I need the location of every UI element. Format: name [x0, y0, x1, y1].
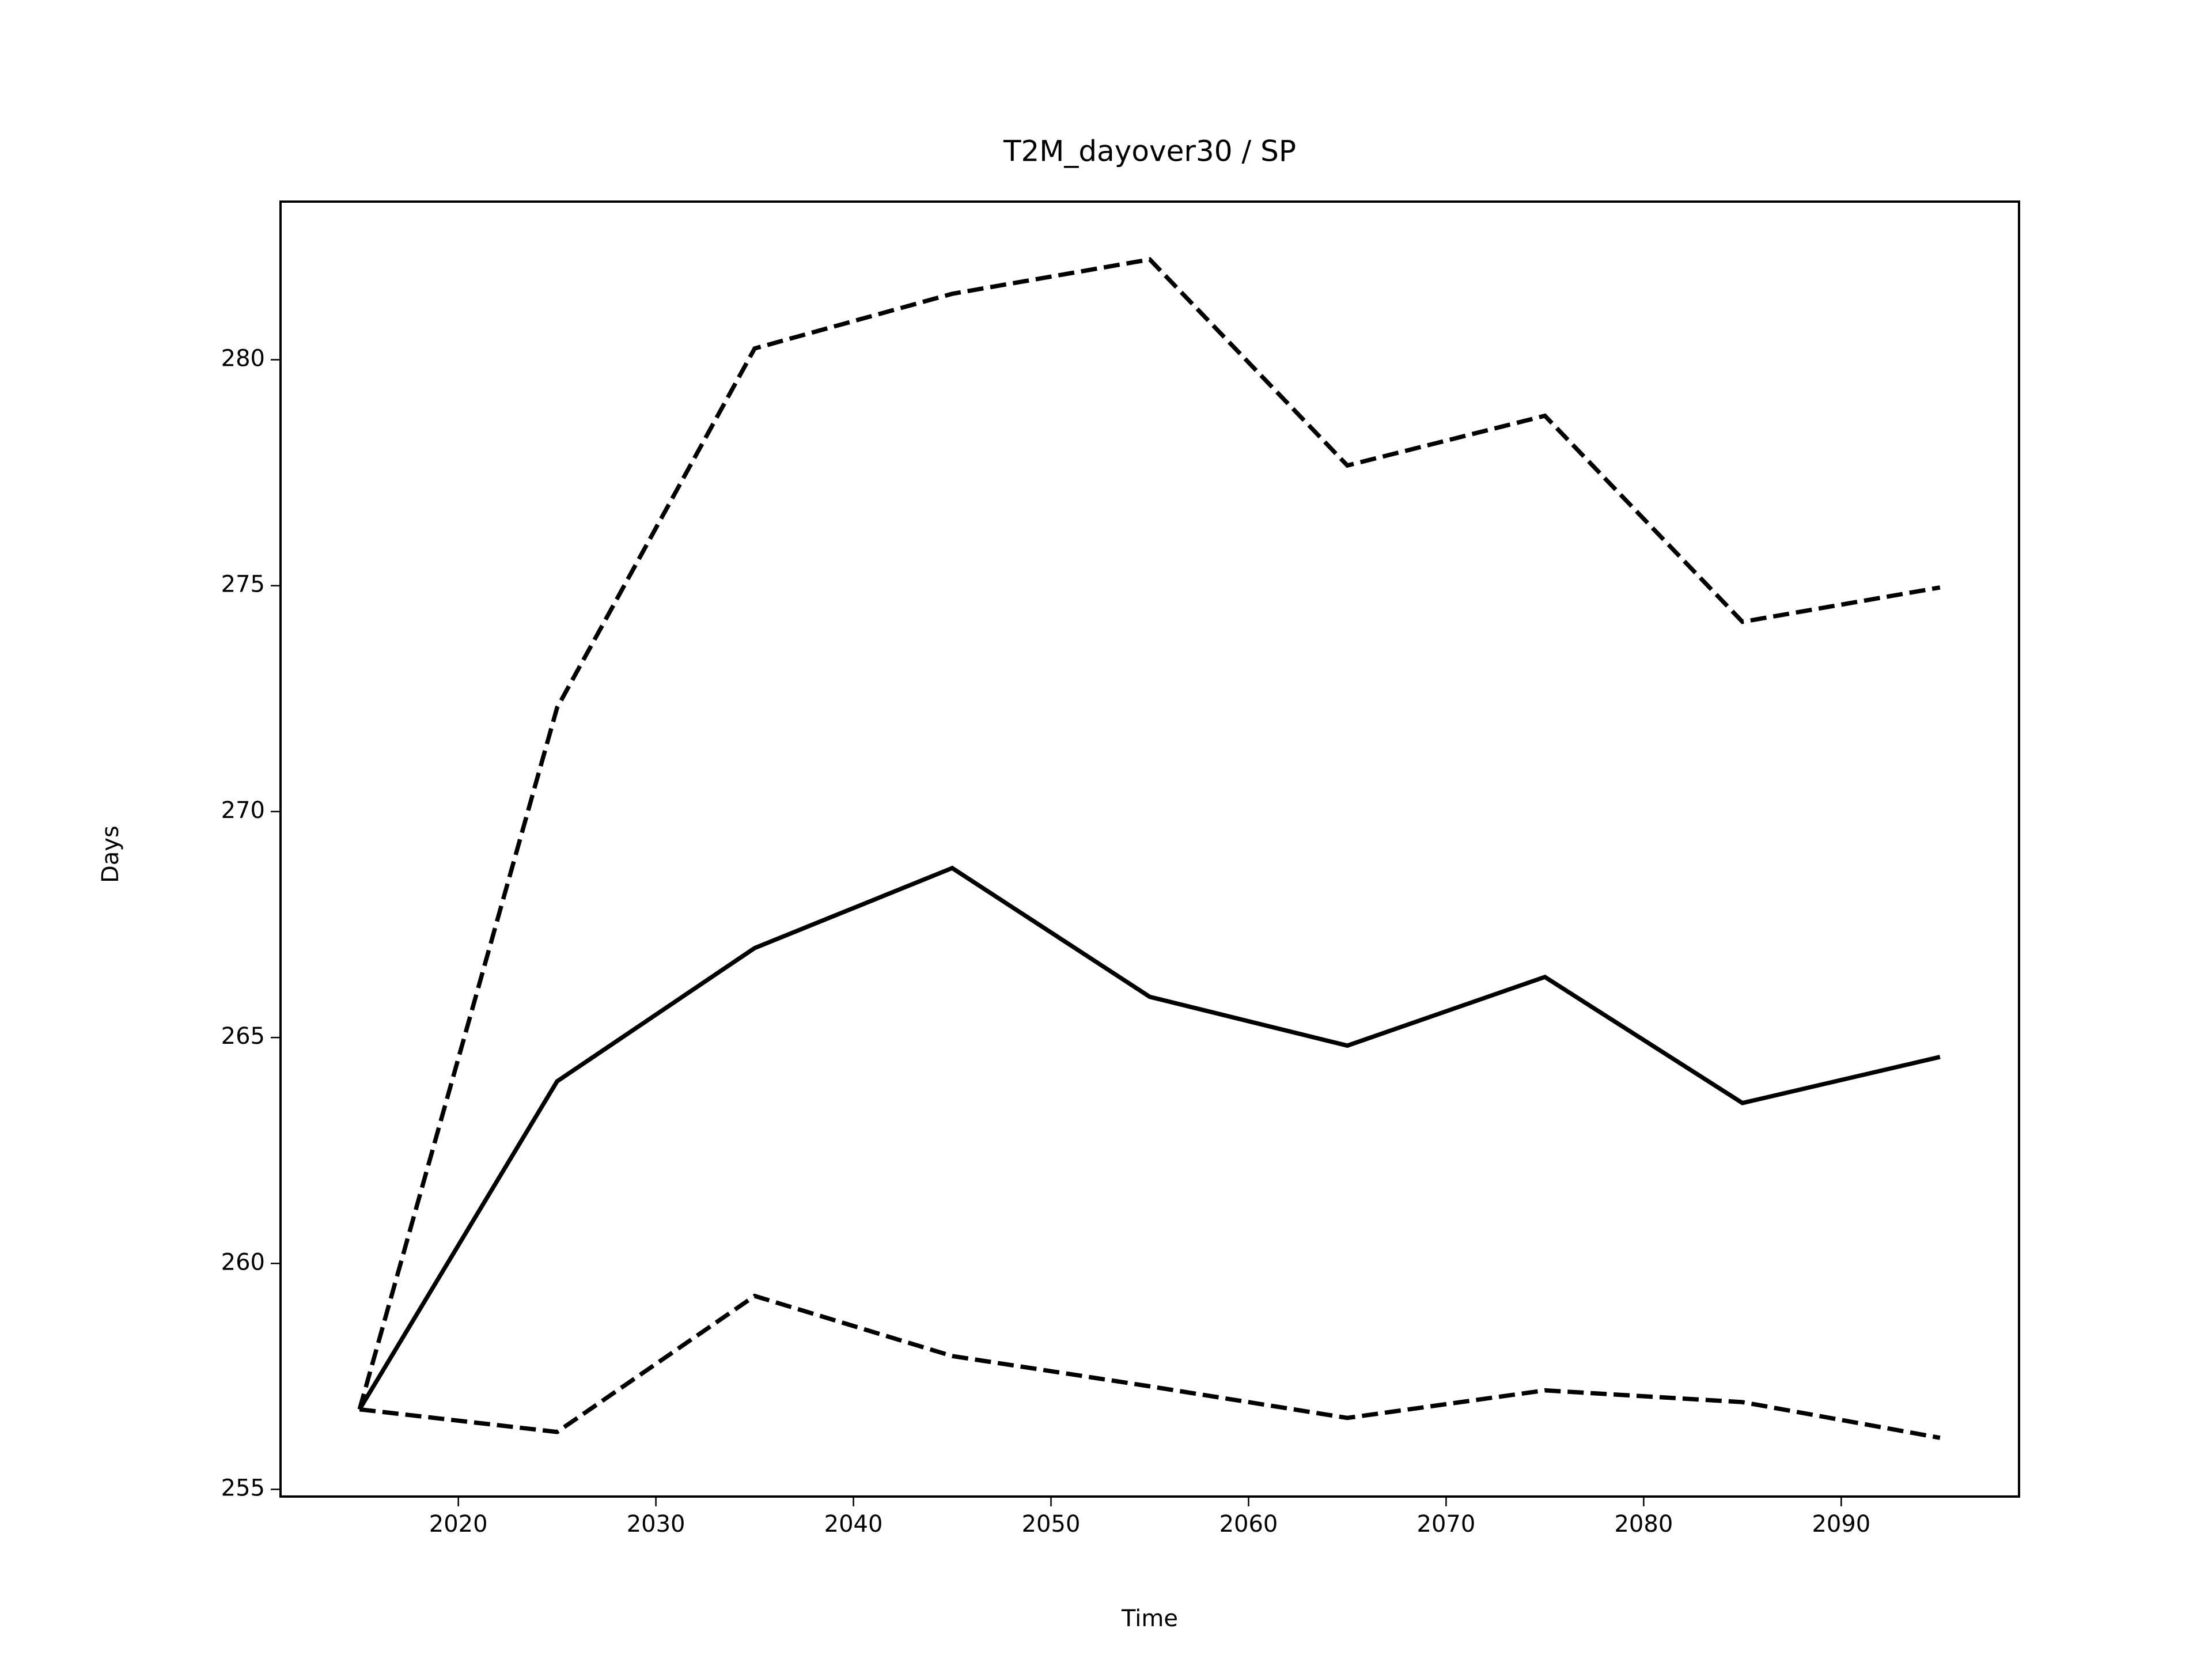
x-tick-label: 2090 — [1812, 1511, 1870, 1537]
x-tick-label: 2020 — [429, 1511, 488, 1537]
y-tick-label: 265 — [221, 1023, 265, 1050]
y-tick-label: 280 — [221, 346, 265, 372]
y-tick-label: 270 — [221, 797, 265, 824]
line-series — [357, 865, 1941, 1411]
y-tick-label: 260 — [221, 1249, 265, 1275]
x-tick-label: 2070 — [1417, 1511, 1476, 1537]
chart-title: T2M_dayover30 / SP — [1003, 135, 1296, 168]
y-tick-label: 275 — [221, 571, 265, 598]
x-tick-label: 2060 — [1219, 1511, 1278, 1537]
x-axis-label: Time — [1121, 1605, 1178, 1632]
line-series — [357, 257, 1941, 1410]
x-tick-label: 2080 — [1614, 1511, 1673, 1537]
y-axis-label: Days — [97, 825, 124, 883]
plot-frame — [279, 200, 2020, 1498]
x-tick-label: 2050 — [1022, 1511, 1081, 1537]
line-series — [359, 1293, 1941, 1440]
y-tick-label: 255 — [221, 1475, 265, 1501]
x-tick-label: 2030 — [627, 1511, 685, 1537]
x-tick-label: 2040 — [824, 1511, 883, 1537]
